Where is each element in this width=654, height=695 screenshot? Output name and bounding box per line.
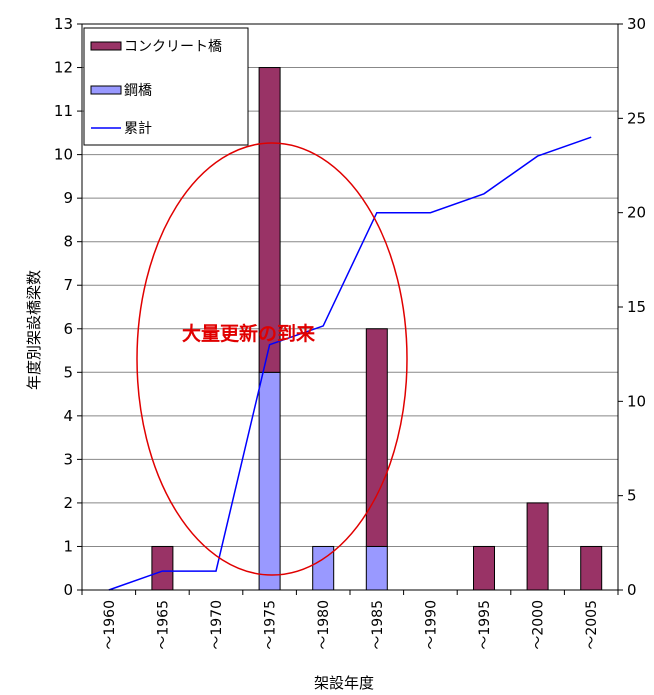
- y-tick-label: 8: [63, 233, 73, 251]
- x-tick-label: ～1995: [477, 600, 493, 650]
- y-tick-label: 11: [54, 102, 73, 120]
- bar-concrete: [365, 328, 388, 547]
- y-tick-label: 10: [54, 146, 73, 164]
- x-tick-label: ～1980: [316, 600, 332, 650]
- x-tick-label: ～1990: [423, 600, 439, 650]
- x-tick-label: ～1970: [209, 600, 225, 650]
- y-tick-label: 13: [54, 15, 73, 33]
- x-tick-label: ～1985: [370, 600, 386, 650]
- y-tick-label: 0: [63, 581, 73, 599]
- bar-steel: [258, 371, 281, 591]
- x-tick-label: ～1960: [102, 600, 118, 650]
- x-tick-label: ～2000: [531, 600, 547, 650]
- legend-label-concrete: コンクリート橋: [124, 39, 222, 55]
- bar-concrete: [580, 545, 603, 591]
- y-tick-label: 1: [63, 537, 73, 555]
- bar-steel: [365, 545, 388, 591]
- bar-concrete: [473, 545, 495, 591]
- y2-tick-label: 0: [627, 581, 637, 599]
- bar-concrete: [151, 545, 174, 591]
- y-tick-label: 9: [63, 189, 73, 207]
- y-tick-label: 6: [63, 320, 73, 338]
- cumulative-line: [108, 136, 592, 591]
- bar-concrete: [526, 502, 549, 591]
- legend-label-steel: 鋼橋: [124, 83, 152, 99]
- y-tick-label: 7: [63, 276, 73, 294]
- y2-tick-label: 5: [627, 487, 637, 505]
- legend-swatch-steel: [90, 85, 122, 95]
- gridlines: [82, 23, 618, 547]
- y2-tick-label: 10: [627, 392, 646, 410]
- y2-tick-label: 20: [627, 204, 646, 222]
- y2-tick-label: 25: [627, 109, 646, 127]
- y-axis-title: 年度別架設橋梁数: [25, 270, 43, 390]
- x-axis-title: 架設年度: [314, 674, 374, 692]
- legend: コンクリート橋 鋼橋 累計: [83, 27, 249, 146]
- x-tick-label: ～2005: [584, 600, 600, 650]
- annotation-text: 大量更新の到来: [182, 322, 315, 345]
- y-tick-label: 2: [63, 494, 73, 512]
- y-tick-label: 5: [63, 363, 73, 381]
- annotation-ellipse: [136, 142, 408, 576]
- legend-swatch-concrete: [90, 41, 122, 51]
- y2-axis-ticks: 0 5 10 15 20 25 30: [618, 15, 646, 599]
- y2-tick-label: 30: [627, 15, 646, 33]
- y-tick-label: 12: [54, 59, 73, 77]
- y-tick-label: 4: [63, 407, 73, 425]
- x-tick-label: ～1965: [155, 600, 171, 650]
- y-tick-label: 3: [63, 450, 73, 468]
- x-tick-label: ～1975: [263, 600, 279, 650]
- x-axis-ticks: ～1960 ～1965 ～1970 ～1975 ～1980 ～1985 ～1990 ～1995…: [81, 590, 619, 650]
- y2-tick-label: 15: [627, 298, 646, 316]
- legend-label-cumulative: 累計: [124, 121, 152, 137]
